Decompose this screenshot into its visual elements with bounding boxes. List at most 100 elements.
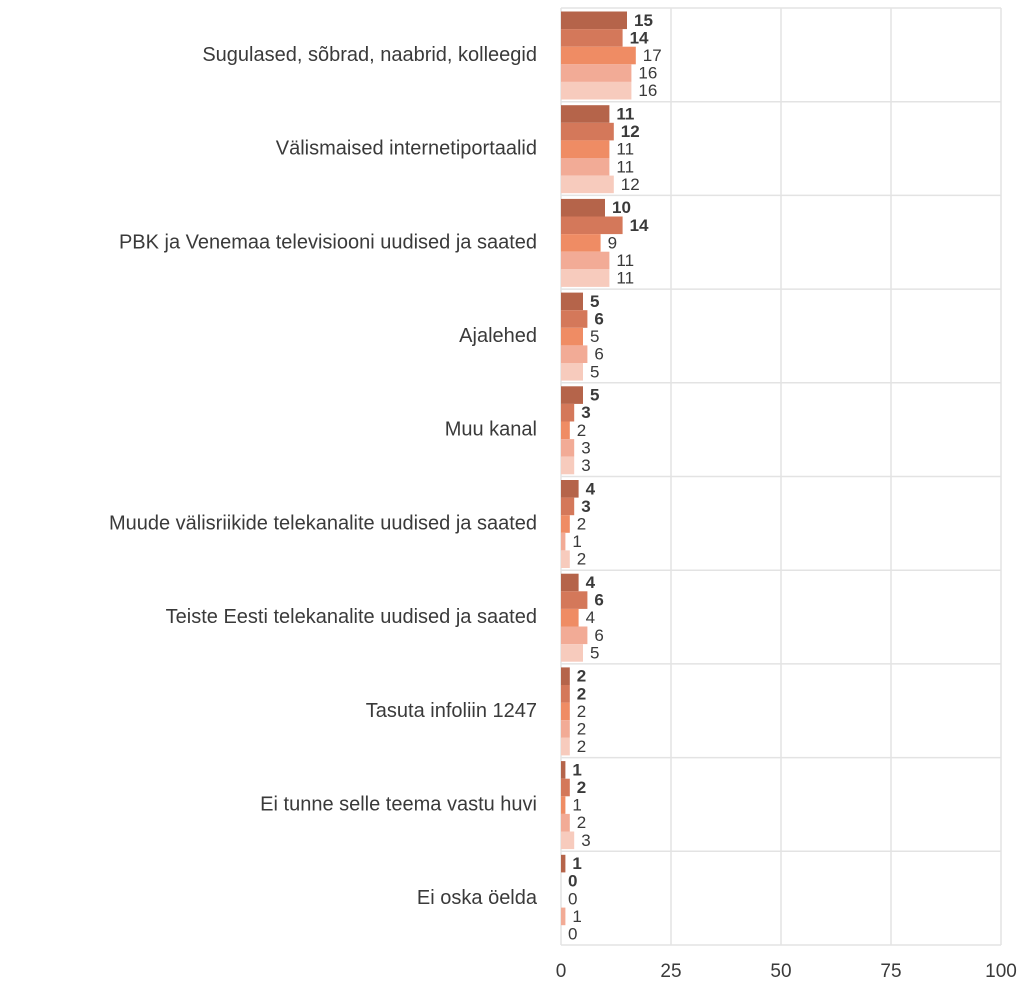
value-label: 3 <box>581 403 590 422</box>
category-label: Ei tunne selle teema vastu huvi <box>260 793 537 815</box>
value-label: 15 <box>634 11 653 30</box>
value-label: 9 <box>608 233 617 252</box>
value-label: 16 <box>638 64 657 83</box>
value-label: 17 <box>643 46 662 65</box>
value-label: 1 <box>572 907 581 926</box>
bar <box>561 198 605 217</box>
value-label: 4 <box>586 479 596 498</box>
value-label: 5 <box>590 327 599 346</box>
bar <box>561 456 575 475</box>
value-label: 2 <box>577 702 586 721</box>
bar <box>561 216 623 235</box>
bar <box>561 644 583 662</box>
value-label: 11 <box>616 140 634 159</box>
value-label: 0 <box>568 925 577 944</box>
value-label: 2 <box>577 778 586 797</box>
bar <box>561 761 566 779</box>
bar <box>561 122 614 141</box>
bar <box>561 737 570 756</box>
value-label: 0 <box>568 872 577 891</box>
bar <box>561 796 566 814</box>
category-label: PBK ja Venemaa televisiooni uudised ja s… <box>119 231 537 253</box>
value-label: 2 <box>577 720 586 739</box>
value-label: 2 <box>577 813 586 832</box>
category-label: Ajalehed <box>459 325 537 347</box>
value-label: 6 <box>594 345 603 364</box>
value-label: 6 <box>594 591 603 610</box>
value-label: 2 <box>577 421 586 440</box>
bar <box>561 345 588 363</box>
value-label: 5 <box>590 362 599 381</box>
value-label: 1 <box>572 532 581 551</box>
value-label: 11 <box>616 269 634 288</box>
bar <box>561 421 570 440</box>
bar <box>561 685 570 703</box>
bar <box>561 251 610 270</box>
bar <box>561 46 636 65</box>
bar <box>561 105 610 123</box>
bar <box>561 81 632 100</box>
bar <box>561 702 570 721</box>
value-label: 6 <box>594 310 603 329</box>
category-label: Teiste Eesti telekanalite uudised ja saa… <box>166 606 537 628</box>
value-label: 11 <box>616 157 634 176</box>
bar <box>561 175 614 194</box>
bar <box>561 778 570 797</box>
value-label: 5 <box>590 292 599 311</box>
bar <box>561 515 570 533</box>
value-label: 2 <box>577 550 586 569</box>
bar <box>561 158 610 176</box>
bar <box>561 11 627 30</box>
bar <box>561 234 601 252</box>
bar <box>561 831 575 850</box>
value-label: 3 <box>581 831 590 850</box>
bar <box>561 140 610 158</box>
bar <box>561 854 566 873</box>
value-label: 1 <box>572 854 581 873</box>
value-label: 16 <box>638 81 657 100</box>
x-tick-label: 75 <box>880 961 901 981</box>
bar <box>561 626 588 645</box>
bar <box>561 269 610 287</box>
value-labels-layer: 1511105544211141214633622017119522421016… <box>568 11 662 944</box>
bars-layer <box>561 11 636 926</box>
bar <box>561 292 583 311</box>
category-label: Välismaised internetiportaalid <box>276 138 537 160</box>
bar <box>561 64 632 82</box>
value-label: 12 <box>621 175 640 194</box>
value-label: 3 <box>581 456 590 475</box>
value-label: 3 <box>581 438 590 457</box>
value-label: 10 <box>612 198 631 217</box>
bar <box>561 720 570 738</box>
category-label: Sugulased, sõbrad, naabrid, kolleegid <box>202 44 537 66</box>
value-label: 4 <box>586 608 595 627</box>
bar <box>561 813 570 832</box>
value-label: 2 <box>577 684 586 703</box>
value-label: 11 <box>616 251 634 270</box>
value-label: 14 <box>630 28 649 47</box>
bar <box>561 327 583 346</box>
value-label: 2 <box>577 737 586 756</box>
value-label: 11 <box>616 105 634 124</box>
value-label: 2 <box>577 667 586 686</box>
grid-layer <box>560 7 1002 946</box>
category-labels-layer: Sugulased, sõbrad, naabrid, kolleegid Väl… <box>109 44 538 909</box>
category-label: Muu kanal <box>445 419 537 441</box>
x-tick-label: 25 <box>660 961 681 981</box>
value-label: 14 <box>630 216 649 235</box>
bar <box>561 667 570 685</box>
value-label: 5 <box>590 643 599 662</box>
value-label: 1 <box>572 796 581 815</box>
bar <box>561 497 575 516</box>
value-label: 3 <box>581 497 590 516</box>
value-label: 4 <box>586 573 596 592</box>
value-label: 12 <box>621 122 640 141</box>
bar <box>561 480 579 498</box>
x-tick-label: 0 <box>556 961 567 981</box>
bar <box>561 363 583 381</box>
bar <box>561 550 570 568</box>
value-label: 5 <box>590 386 599 405</box>
bar <box>561 439 575 457</box>
bar <box>561 573 579 592</box>
